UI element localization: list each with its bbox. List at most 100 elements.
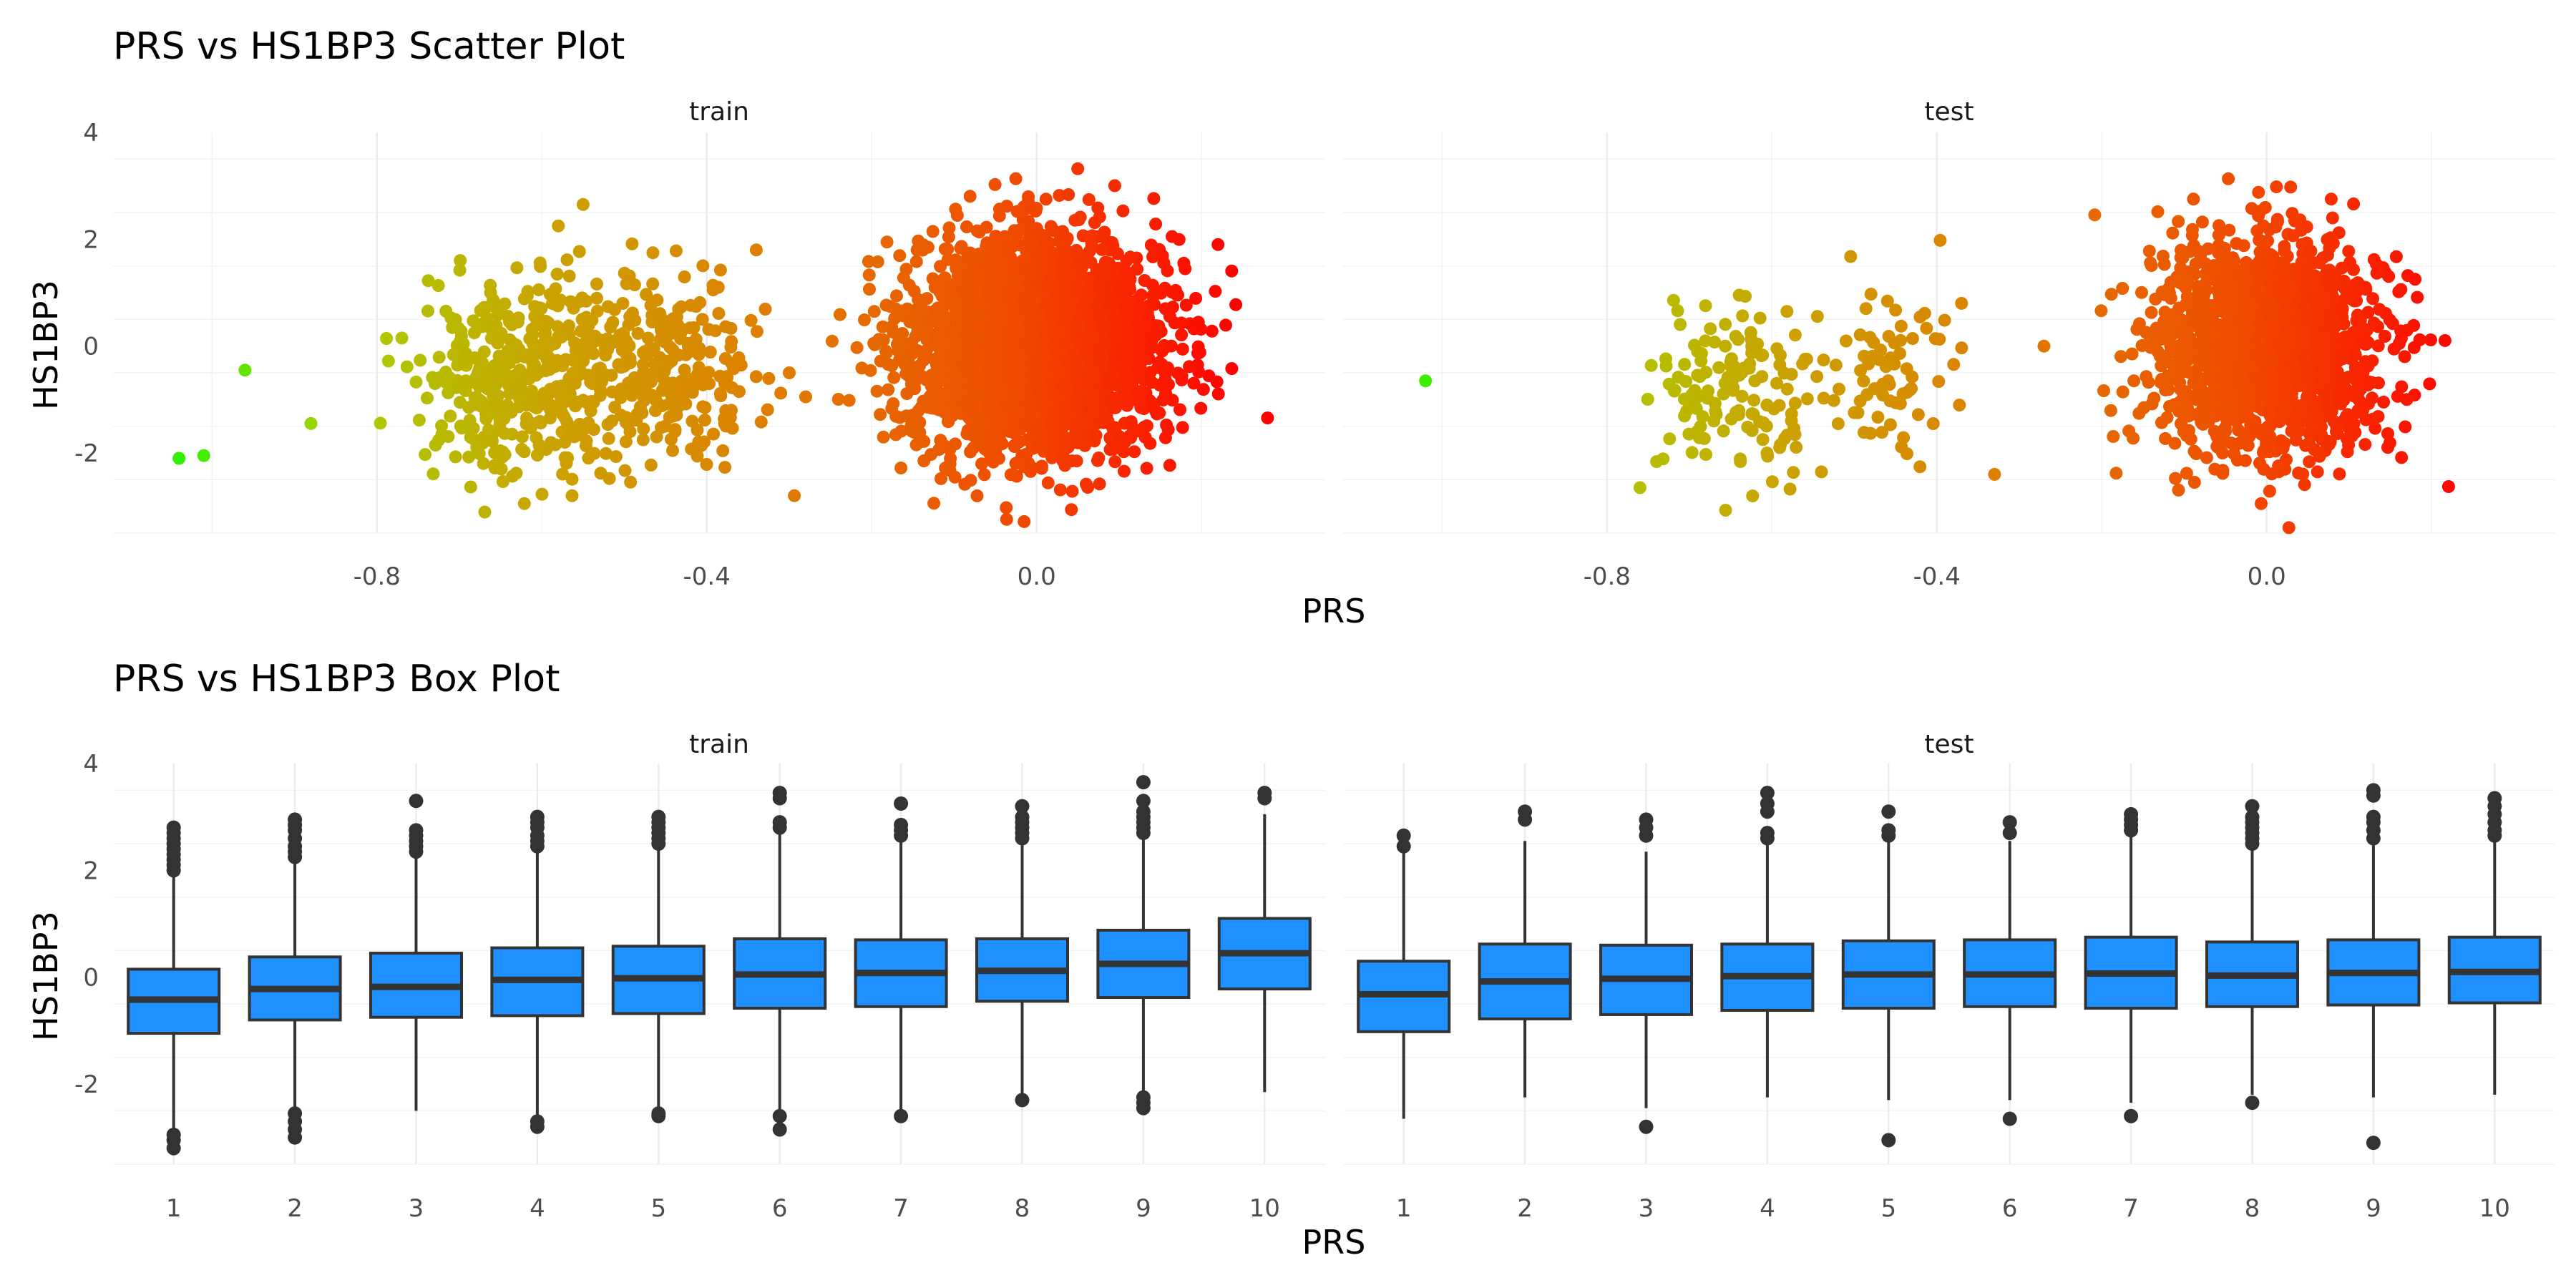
scatter-point <box>718 461 732 474</box>
scatter-point <box>1011 390 1024 404</box>
scatter-point <box>1053 235 1066 248</box>
scatter-point <box>1080 477 1093 491</box>
scatter-point <box>904 419 918 431</box>
scatter-point <box>633 400 647 414</box>
scatter-point <box>432 351 446 364</box>
scatter-point <box>380 332 394 345</box>
scatter-point <box>1161 264 1174 278</box>
scatter-point <box>1055 253 1068 267</box>
scatter-point <box>1035 260 1048 274</box>
scatter-point <box>412 414 426 427</box>
scatter-point <box>2135 286 2148 299</box>
scatter-point <box>1191 316 1205 329</box>
scatter-point <box>646 277 660 291</box>
scatter-point <box>1205 324 1219 338</box>
scatter-point <box>1106 369 1119 383</box>
scatter-point <box>608 401 622 414</box>
scatter-point <box>492 374 506 386</box>
scatter-point <box>1163 310 1176 323</box>
scatter-point <box>1155 358 1169 371</box>
scatter-point <box>561 418 575 431</box>
scatter-point <box>1070 243 1083 257</box>
scatter-point <box>977 468 991 482</box>
scatter-point <box>1158 373 1172 386</box>
scatter-point <box>554 386 567 399</box>
scatter-point <box>2212 219 2226 233</box>
scatter-point <box>1023 336 1037 349</box>
scatter-point <box>957 356 971 369</box>
scatter-point <box>1058 459 1072 472</box>
scatter-point <box>2272 459 2285 473</box>
scatter-point <box>713 263 727 277</box>
scatter-point <box>614 391 628 404</box>
scatter-point <box>1229 298 1243 311</box>
box-x-axis-label: PRS <box>1302 1223 1366 1262</box>
scatter-point <box>1011 406 1025 420</box>
scatter-point <box>494 462 508 476</box>
scatter-point <box>2257 219 2270 233</box>
scatter-point <box>1140 462 1153 475</box>
scatter-point <box>1211 238 1225 251</box>
scatter-point <box>1082 351 1096 364</box>
scatter-point <box>2104 288 2118 301</box>
scatter-point <box>2371 339 2385 353</box>
scatter-point <box>2097 384 2110 397</box>
scatter-point <box>672 394 685 407</box>
scatter-point <box>2252 185 2265 199</box>
scatter-point <box>1192 365 1206 379</box>
scatter-point <box>1000 501 1013 514</box>
scatter-point <box>1106 420 1119 434</box>
scatter-point <box>426 371 439 384</box>
scatter-point <box>970 285 983 298</box>
scatter-strip-train: train <box>689 97 749 127</box>
scatter-point <box>2160 411 2174 424</box>
scatter-point <box>1026 202 1040 215</box>
scatter-point <box>698 414 711 426</box>
scatter-point <box>636 433 650 447</box>
scatter-point <box>2342 421 2356 434</box>
scatter-point <box>719 419 733 433</box>
scatter-point <box>646 246 660 260</box>
scatter-point <box>944 452 957 465</box>
scatter-point <box>2127 374 2141 388</box>
scatter-point <box>1211 387 1225 401</box>
scatter-point <box>2172 215 2185 228</box>
scatter-point <box>1028 278 1042 291</box>
scatter-point <box>2169 472 2182 485</box>
scatter-point <box>970 489 984 502</box>
scatter-point <box>744 313 758 327</box>
scatter-point <box>1026 292 1040 306</box>
scatter-point <box>999 283 1013 296</box>
scatter-point <box>565 472 579 486</box>
scatter-point <box>987 406 1001 419</box>
scatter-point <box>1073 382 1087 396</box>
scatter-point <box>2207 303 2221 317</box>
scatter-point <box>696 400 710 414</box>
scatter-point <box>2330 387 2343 401</box>
scatter-point <box>2284 180 2298 194</box>
scatter-point <box>507 369 521 383</box>
scatter-point <box>1050 425 1063 439</box>
scatter-point <box>484 299 497 313</box>
scatter-point <box>702 323 716 336</box>
box-y-axis-label: HS1BP3 <box>26 911 65 1041</box>
scatter-point <box>630 414 643 427</box>
scatter-point <box>620 411 633 424</box>
scatter-point <box>732 351 746 364</box>
scatter-point <box>990 416 1003 429</box>
scatter-point <box>590 304 604 318</box>
scatter-point <box>2278 244 2291 258</box>
scatter-point <box>749 243 763 257</box>
scatter-point <box>995 312 1008 326</box>
scatter-point <box>942 348 956 362</box>
box-strip-test: test <box>1924 730 1974 759</box>
scatter-point <box>788 489 801 502</box>
scatter-point <box>599 447 613 460</box>
scatter-point <box>590 277 603 291</box>
scatter-point <box>655 313 669 326</box>
scatter-point <box>552 330 565 343</box>
scatter-point <box>2395 451 2409 464</box>
scatter-point <box>982 288 996 302</box>
scatter-point <box>2216 464 2230 477</box>
scatter-point <box>1022 256 1035 270</box>
